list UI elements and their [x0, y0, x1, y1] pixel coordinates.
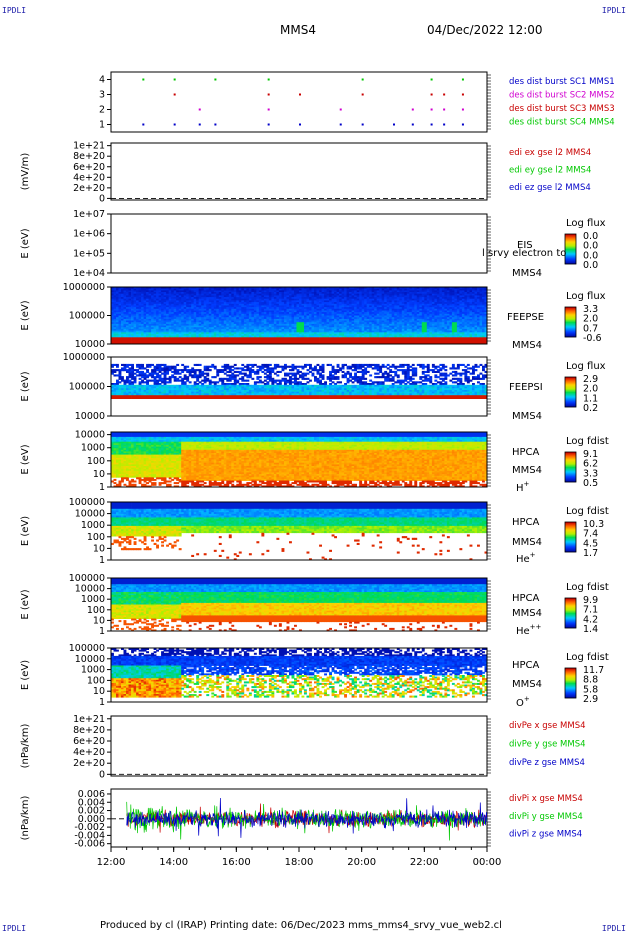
burst-burst-mark	[174, 124, 176, 126]
burst-legend-3: des dist burst SC3 MMS3	[509, 104, 615, 114]
burst-burst-mark	[462, 79, 464, 81]
eis-ytick-label: 1e+06	[73, 229, 105, 240]
burst-burst-mark	[199, 124, 201, 126]
eis-frame	[111, 214, 487, 273]
eis-label-2: MMS4	[512, 268, 542, 279]
edi-legend-3: edi ez gse l2 MMS4	[509, 183, 591, 193]
burst-burst-mark	[462, 109, 464, 111]
burst-burst-mark	[443, 109, 445, 111]
burst-burst-mark	[174, 79, 176, 81]
eis-ytick-label: 1e+05	[73, 248, 105, 259]
burst-burst-mark	[431, 109, 433, 111]
burst-legend-2: des dist burst SC2 MMS2	[509, 91, 615, 101]
burst-ytick-label: 2	[99, 105, 105, 116]
burst-burst-mark	[340, 124, 342, 126]
burst-burst-mark	[431, 79, 433, 81]
burst-ytick-label: 1	[99, 120, 105, 131]
eis-ytick-label: 1e+07	[73, 209, 105, 220]
burst-burst-mark	[362, 79, 364, 81]
burst-burst-mark	[299, 94, 301, 96]
burst-burst-mark	[142, 79, 144, 81]
burst-burst-mark	[462, 94, 464, 96]
edi-ytick-label: 0	[99, 193, 105, 204]
burst-ytick-label: 4	[99, 75, 105, 86]
burst-legend-4: des dist burst SC4 MMS4	[509, 118, 615, 128]
edi-ytick-label: 8e+20	[73, 151, 105, 162]
burst-burst-mark	[362, 124, 364, 126]
eis-ytick-label: 1e+04	[73, 268, 105, 279]
edi-ytick-label: 6e+20	[73, 162, 105, 173]
burst-burst-mark	[268, 94, 270, 96]
burst-legend-1: des dist burst SC1 MMS1	[509, 77, 615, 87]
burst-burst-mark	[142, 124, 144, 126]
burst-ytick-label: 3	[99, 90, 105, 101]
burst-burst-mark	[340, 109, 342, 111]
burst-burst-mark	[214, 124, 216, 126]
burst-burst-mark	[412, 124, 414, 126]
edi-ytick-label: 1e+21	[73, 141, 105, 152]
eis-ylabel: E (eV)	[20, 228, 31, 258]
edi-ytick-label: 2e+20	[73, 183, 105, 194]
burst-burst-mark	[214, 79, 216, 81]
burst-burst-mark	[268, 124, 270, 126]
burst-burst-mark	[462, 124, 464, 126]
burst-burst-mark	[443, 94, 445, 96]
burst-burst-mark	[362, 94, 364, 96]
burst-burst-mark	[199, 109, 201, 111]
burst-burst-mark	[431, 94, 433, 96]
burst-burst-mark	[412, 109, 414, 111]
edi-frame	[111, 143, 487, 200]
burst-burst-mark	[268, 79, 270, 81]
eis-cbar-title: Log flux	[566, 218, 606, 229]
eis-cbar-tick: 0.0	[583, 260, 598, 271]
burst-burst-mark	[299, 124, 301, 126]
burst-burst-mark	[393, 124, 395, 126]
burst-burst-mark	[268, 109, 270, 111]
burst-burst-mark	[443, 124, 445, 126]
edi-ylabel: (mV/m)	[20, 153, 31, 191]
burst-frame	[111, 72, 487, 132]
burst-burst-mark	[174, 94, 176, 96]
eis-overlay-text: l srvy electron to	[482, 248, 566, 259]
edi-legend-2: edi ey gse l2 MMS4	[509, 165, 591, 175]
edi-legend-1: edi ex gse l2 MMS4	[509, 148, 591, 158]
burst-burst-mark	[431, 124, 433, 126]
edi-ytick-label: 4e+20	[73, 172, 105, 183]
